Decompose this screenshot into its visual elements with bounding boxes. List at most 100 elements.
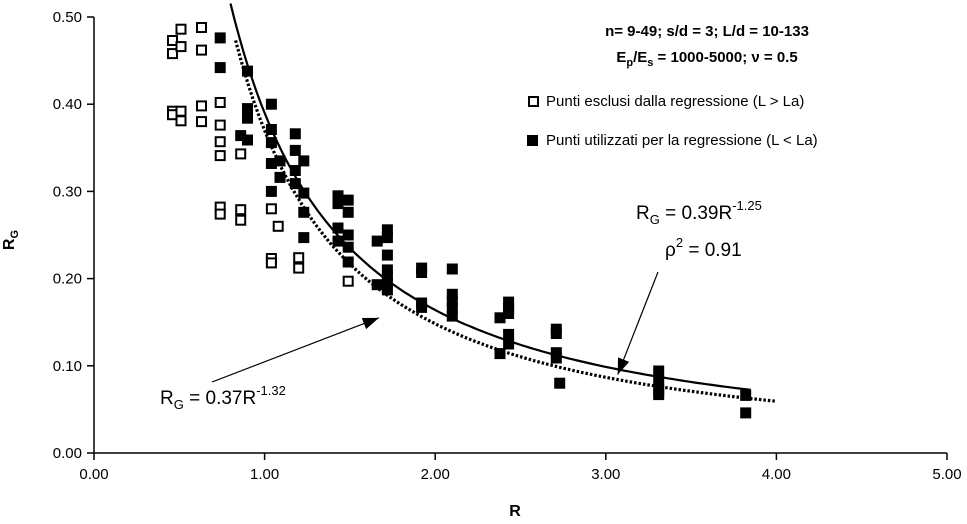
point-excluded: [214, 136, 226, 148]
annotation-ratio: Ep/Es = 1000-5000; ν = 0.5: [616, 49, 797, 69]
point-excluded: [293, 262, 305, 274]
legend-open-square: [528, 96, 539, 107]
point-used: [332, 190, 344, 202]
arrow-solid-fit-shaft: [617, 271, 659, 375]
point-used: [550, 328, 562, 339]
point-used: [416, 301, 428, 313]
legend-label-used: Punti utilizzati per la regressione (L <…: [546, 132, 818, 149]
fit-arrows: [211, 271, 659, 383]
y-tick-label: 0.10: [53, 358, 82, 375]
x-tick-label: 4.00: [762, 466, 791, 483]
point-excluded: [214, 208, 226, 220]
point-used: [653, 389, 665, 401]
point-used: [381, 270, 393, 282]
point-excluded: [167, 35, 178, 46]
y-tick-label: 0.30: [53, 183, 82, 200]
y-tick-label: 0.00: [53, 445, 82, 462]
point-used: [446, 288, 458, 300]
point-used: [381, 264, 393, 276]
y-ticks: 0.00 0.10 0.20 0.30 0.40 0.50: [53, 9, 94, 462]
legend: Punti esclusi dalla regressione (L > La)…: [527, 93, 818, 149]
arrow-dotted-fit-shaft: [211, 317, 380, 383]
point-used: [242, 65, 253, 77]
point-used: [653, 365, 665, 377]
y-tick-label: 0.20: [53, 271, 82, 288]
point-used: [653, 376, 665, 387]
point-excluded: [175, 105, 187, 117]
point-used: [503, 328, 515, 340]
point-excluded: [235, 214, 247, 226]
point-used: [298, 232, 310, 244]
point-used: [289, 165, 301, 176]
x-axis-title: R: [509, 503, 521, 520]
point-used: [342, 229, 354, 241]
point-used: [503, 338, 515, 350]
x-tick-label: 2.00: [421, 466, 450, 483]
point-used: [446, 310, 458, 322]
point-excluded: [235, 148, 247, 160]
point-used: [342, 241, 354, 253]
fit-label-solid: RG = 0.39R-1.25 ρ2 = 0.91: [636, 198, 762, 261]
point-used: [332, 222, 344, 234]
point-excluded: [167, 48, 178, 60]
point-used: [342, 194, 354, 206]
fit-equation-solid: RG = 0.39R-1.25: [636, 198, 762, 227]
point-excluded: [196, 44, 207, 56]
point-used: [381, 277, 393, 289]
point-excluded: [214, 119, 226, 131]
point-used: [371, 235, 383, 247]
legend-filled-square: [527, 135, 538, 146]
point-used: [332, 198, 344, 210]
y-tick-label: 0.40: [53, 96, 82, 113]
x-tick-label: 1.00: [250, 466, 279, 483]
point-used: [242, 103, 253, 115]
point-excluded: [196, 116, 207, 128]
point-used: [446, 302, 458, 314]
point-used: [381, 284, 393, 296]
point-used: [494, 312, 506, 324]
fit-label-dotted: RG = 0.37R-1.32: [160, 383, 286, 412]
point-used: [342, 206, 354, 218]
x-tick-label: 3.00: [591, 466, 620, 483]
point-excluded: [214, 97, 226, 108]
point-excluded: [342, 275, 354, 287]
point-excluded: [235, 204, 247, 216]
x-tick-label: 5.00: [932, 466, 961, 483]
point-used: [381, 232, 393, 244]
x-ticks: 0.00 1.00 2.00 3.00 4.00 5.00: [79, 453, 962, 483]
point-excluded: [175, 41, 187, 53]
point-used: [381, 224, 393, 236]
point-used: [289, 128, 301, 140]
point-used: [298, 206, 310, 218]
point-used: [503, 296, 515, 308]
point-used: [371, 279, 383, 291]
point-used: [214, 62, 226, 74]
point-used: [235, 130, 247, 142]
annotation-box: n= 9-49; s/d = 3; L/d = 10-133 Ep/Es = 1…: [605, 23, 809, 69]
point-used: [265, 98, 277, 110]
point-used: [242, 134, 253, 146]
point-excluded: [265, 257, 277, 269]
point-used: [298, 187, 310, 199]
point-used: [381, 249, 393, 261]
arrow-dotted-fit-head: [361, 317, 379, 330]
point-excluded: [175, 115, 187, 127]
point-used: [554, 377, 566, 389]
point-excluded: [214, 150, 226, 162]
point-used: [446, 295, 458, 307]
point-used: [446, 263, 458, 275]
fit-curve-dotted: [234, 39, 777, 403]
arrow-solid-fit-head: [617, 357, 630, 375]
y-tick-label: 0.50: [53, 9, 82, 26]
y-axis-title: RG: [1, 230, 21, 250]
point-excluded: [265, 203, 277, 215]
point-used: [503, 308, 515, 319]
point-used: [242, 112, 253, 124]
point-used: [289, 178, 301, 190]
data-points: [167, 22, 752, 419]
point-excluded: [196, 100, 207, 112]
point-excluded: [196, 22, 207, 33]
point-used: [298, 155, 310, 167]
fit-r2-solid: ρ2 = 0.91: [665, 235, 742, 261]
